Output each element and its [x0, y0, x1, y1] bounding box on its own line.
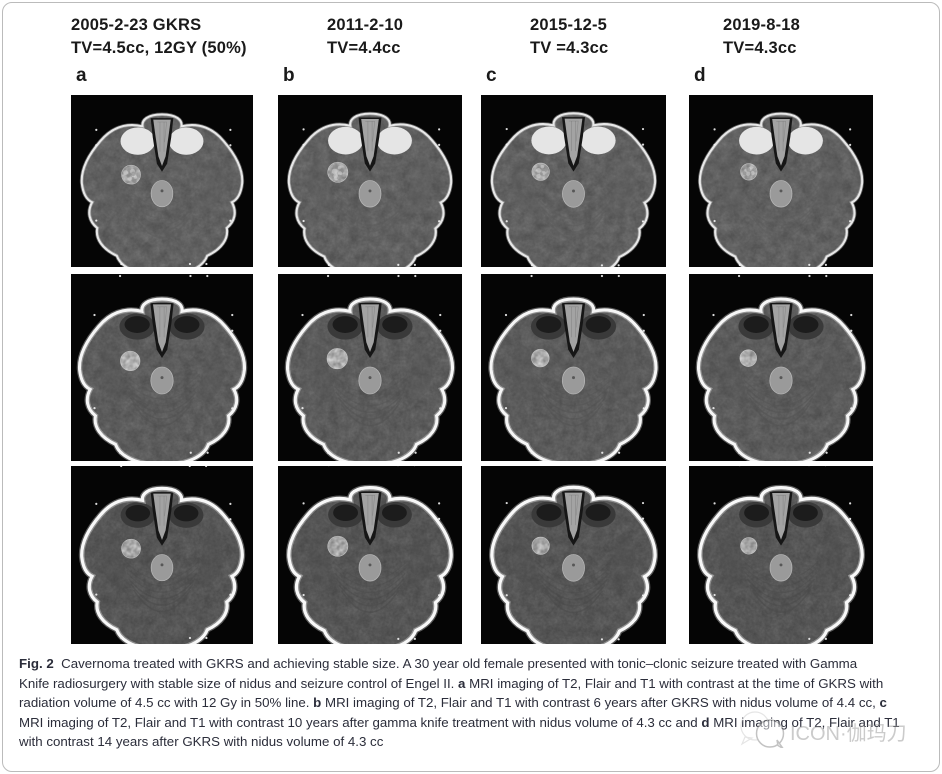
svg-text:ICON·伽玛刀: ICON·伽玛刀 — [790, 722, 907, 745]
